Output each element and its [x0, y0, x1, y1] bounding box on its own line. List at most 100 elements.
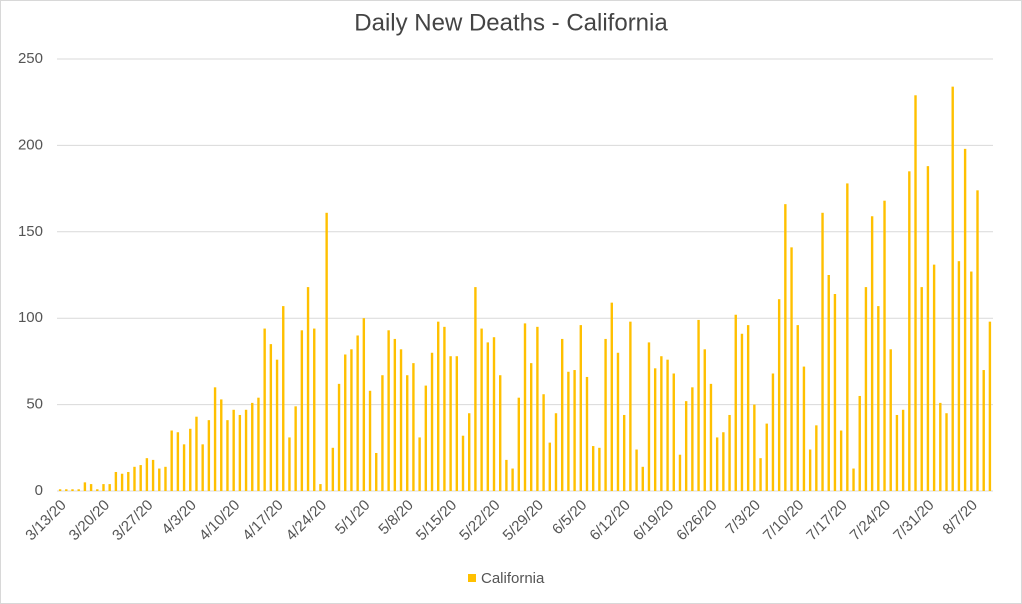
bar: [542, 394, 545, 491]
bar: [77, 489, 80, 491]
bar: [579, 325, 582, 491]
bar: [920, 287, 923, 491]
bar: [951, 86, 954, 491]
bar: [895, 414, 899, 491]
bar: [455, 356, 459, 491]
bar: [932, 264, 936, 491]
bar: [220, 399, 223, 491]
bar: [889, 349, 892, 491]
bar: [877, 306, 880, 491]
bar: [722, 432, 725, 491]
bar: [833, 294, 837, 491]
bar: [846, 183, 849, 491]
bar: [449, 356, 452, 491]
bar: [96, 489, 99, 491]
bar: [182, 444, 186, 491]
bar: [976, 190, 979, 491]
bar: [740, 333, 744, 491]
bar: [399, 349, 403, 491]
bar: [282, 306, 285, 491]
bar: [777, 299, 781, 491]
bar: [294, 406, 297, 491]
bar: [164, 466, 167, 491]
bar: [517, 397, 521, 491]
y-tick-label: 200: [18, 136, 43, 153]
bar: [982, 370, 985, 491]
bar: [536, 326, 539, 491]
bar: [492, 337, 496, 491]
bar: [610, 302, 613, 491]
bar: [102, 484, 105, 491]
bar: [207, 420, 211, 491]
bar: [808, 449, 812, 491]
bar: [970, 271, 973, 491]
bar: [257, 397, 260, 491]
chart-title: Daily New Deaths - California: [354, 9, 668, 36]
bar: [852, 468, 855, 491]
bar: [337, 383, 341, 491]
bar: [424, 385, 428, 491]
bar: [734, 314, 737, 491]
bar: [957, 261, 961, 491]
bar: [65, 489, 68, 491]
bar: [697, 319, 700, 491]
bar: [306, 287, 310, 491]
bar: [635, 449, 638, 491]
bar: [158, 468, 161, 491]
bar: [269, 344, 273, 491]
bar: [908, 171, 911, 491]
bar: [468, 413, 471, 491]
bar: [529, 363, 533, 491]
bar: [238, 414, 242, 491]
bar: [443, 326, 446, 491]
y-tick-label: 250: [18, 50, 43, 67]
bar: [89, 484, 93, 491]
bar: [170, 430, 173, 491]
bar: [784, 204, 787, 492]
bar: [629, 321, 632, 491]
bar: [641, 466, 644, 491]
bar: [858, 395, 861, 491]
bar: [244, 409, 248, 491]
bar: [300, 330, 304, 491]
bar: [598, 447, 601, 491]
bar: [703, 349, 706, 491]
bar: [821, 212, 824, 492]
bar: [474, 287, 477, 491]
bar: [560, 338, 564, 491]
bar: [251, 402, 254, 491]
bar: [746, 325, 750, 491]
bar: [133, 466, 136, 491]
bar: [232, 409, 235, 491]
bar: [412, 363, 415, 491]
bar: [753, 404, 756, 491]
bar: [480, 328, 483, 491]
bar: [375, 452, 378, 491]
bar: [226, 420, 229, 491]
bar: [319, 484, 322, 491]
bar: [461, 435, 465, 491]
bar: [127, 471, 130, 491]
y-tick-label: 50: [26, 396, 43, 413]
bar: [263, 328, 266, 491]
bar: [591, 446, 595, 491]
bar: [684, 401, 688, 491]
bar: [108, 484, 111, 491]
bar: [368, 390, 372, 491]
bar: [344, 354, 347, 491]
bar: [653, 368, 657, 491]
bar: [139, 465, 142, 491]
y-tick-label: 150: [18, 223, 43, 240]
bar: [604, 338, 607, 491]
bar: [802, 366, 806, 491]
bar: [505, 459, 508, 491]
bar: [325, 212, 328, 492]
bar: [870, 216, 874, 492]
legend-swatch: [468, 574, 476, 582]
bar: [939, 402, 942, 491]
bar: [71, 489, 74, 491]
bar: [406, 375, 409, 491]
bar: [672, 373, 675, 491]
bar: [313, 328, 316, 491]
